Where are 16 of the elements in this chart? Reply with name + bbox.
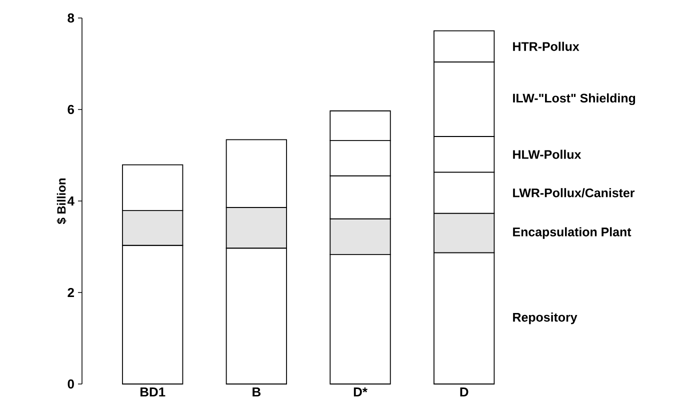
- y-tick-label: 4: [67, 196, 74, 206]
- x-tick-label: BD1: [140, 388, 166, 396]
- series-label: Repository: [513, 312, 578, 324]
- y-tick-label: 6: [68, 104, 74, 114]
- y-tick-label: 0: [68, 379, 74, 389]
- y-tick-label: 2: [68, 288, 74, 298]
- series-label: ILW-"Lost" Shielding: [513, 93, 636, 106]
- x-tick-label: D: [460, 388, 468, 396]
- series-label: HLW-Pollux: [513, 150, 582, 159]
- y-axis-title: $ Billion: [56, 178, 66, 224]
- x-tick-label: D*: [354, 388, 368, 396]
- series-label: LWR-Pollux/Canister: [513, 188, 635, 198]
- y-tick-label: 8: [68, 13, 74, 23]
- series-label: HTR-Pollux: [513, 42, 580, 51]
- series-label: Encapsulation Plant: [513, 227, 632, 239]
- x-tick-label: B: [252, 388, 261, 396]
